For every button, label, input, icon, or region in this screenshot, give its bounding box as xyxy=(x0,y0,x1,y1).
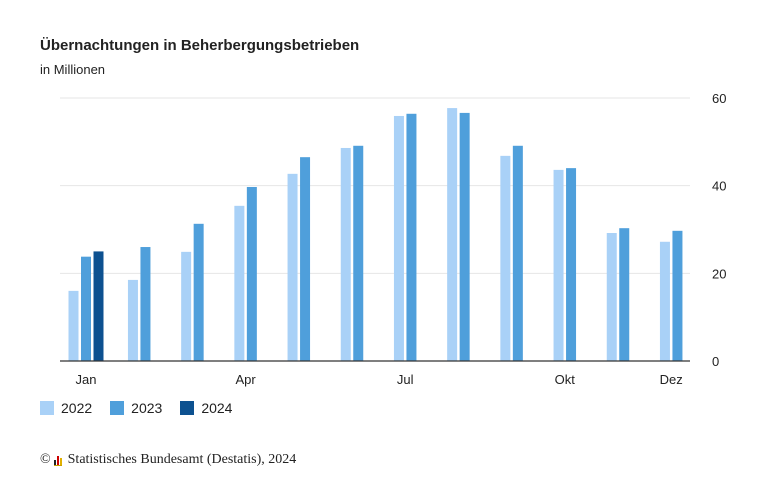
bar-2022-Mai xyxy=(287,173,298,361)
chart-subtitle: in Millionen xyxy=(40,62,106,77)
bar-2022-Apr xyxy=(234,205,245,361)
bar-2023-Sep xyxy=(512,145,523,361)
legend-swatch xyxy=(40,401,54,415)
chart-title: Übernachtungen in Beherbergungsbetrieben xyxy=(40,37,360,54)
bar-2022-Sep xyxy=(500,155,511,361)
bar-2024-Jan xyxy=(93,251,104,361)
bar-2022-Jul xyxy=(393,115,404,361)
bar-2023-Mai xyxy=(300,157,311,361)
y-tick-label: 60 xyxy=(712,91,726,106)
x-tick-label: Dez xyxy=(660,372,683,387)
copyright-icon: © xyxy=(40,452,51,467)
bar-2022-Feb xyxy=(127,279,138,361)
legend-label: 2023 xyxy=(131,400,163,416)
bar-2023-Apr xyxy=(246,186,257,361)
x-tick-label: Jul xyxy=(397,372,414,387)
legend-label: 2022 xyxy=(61,400,93,416)
bar-2022-Aug xyxy=(447,108,458,361)
legend: 2022 2023 2024 xyxy=(40,400,232,416)
y-tick-label: 40 xyxy=(712,179,726,194)
bar-2022-Dez xyxy=(659,241,670,361)
bar-2023-Dez xyxy=(672,230,683,361)
legend-swatch xyxy=(110,401,125,415)
x-tick-label: Okt xyxy=(555,372,576,387)
bar-2023-Jan xyxy=(81,256,91,361)
bar-2023-Mär xyxy=(193,223,204,361)
bar-2022-Nov xyxy=(606,233,617,361)
bar-2023-Jul xyxy=(406,113,417,361)
bar-2023-Jun xyxy=(353,145,364,361)
bar-2023-Aug xyxy=(459,112,470,361)
legend-swatch xyxy=(180,401,195,415)
bar-2022-Mär xyxy=(181,251,192,361)
y-tick-label: 20 xyxy=(712,266,726,281)
legend-label: 2024 xyxy=(201,400,233,416)
bar-2023-Okt xyxy=(566,168,577,361)
x-tick-label: Apr xyxy=(235,372,256,387)
legend-item-2024[interactable]: 2024 xyxy=(180,400,232,416)
destatis-logo-icon xyxy=(53,455,62,466)
y-tick-label: 0 xyxy=(712,354,719,369)
bar-2022-Okt xyxy=(553,169,564,361)
bar-2023-Nov xyxy=(619,228,630,361)
bar-2023-Feb xyxy=(140,247,151,361)
legend-item-2022[interactable]: 2022 xyxy=(40,400,92,416)
bar-2022-Jan xyxy=(68,290,79,361)
footer-source: © Statistisches Bundesamt (Destatis), 20… xyxy=(40,452,296,468)
source-text: Statistisches Bundesamt (Destatis), 2024 xyxy=(67,452,297,467)
legend-item-2023[interactable]: 2023 xyxy=(110,400,162,416)
bar-2022-Jun xyxy=(340,147,351,361)
x-tick-label: Jan xyxy=(76,372,97,387)
